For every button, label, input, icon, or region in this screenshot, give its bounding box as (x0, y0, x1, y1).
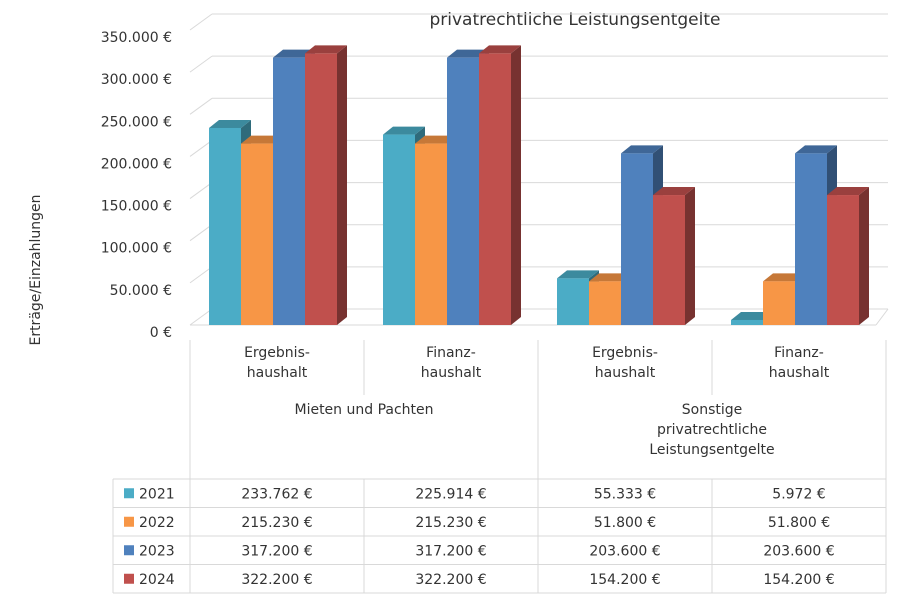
bar-top (795, 145, 837, 154)
bar-side (511, 45, 521, 325)
legend-swatch (124, 516, 134, 527)
legend-swatch (124, 545, 134, 556)
bar-front (557, 278, 589, 325)
table-value: 233.762 € (241, 486, 312, 502)
table-value: 51.800 € (768, 515, 830, 531)
bar-top (621, 145, 663, 154)
y-tick-label: 0 € (150, 325, 172, 341)
bar-top (305, 45, 347, 54)
group-label: Sonstige privatrechtliche Leistungsentge… (649, 402, 775, 458)
bar-front (589, 281, 621, 325)
bar-top (653, 187, 695, 196)
bar-top (557, 270, 599, 279)
category-label: Ergebnis- haushalt (244, 345, 310, 381)
table-value: 154.200 € (589, 572, 660, 588)
grid-line-depth (189, 55, 213, 73)
bar-side (685, 187, 695, 325)
bar-front (763, 281, 795, 325)
grid-line-depth (189, 308, 213, 326)
bar-front (241, 143, 273, 325)
legend-label: 2023 (139, 543, 175, 559)
grid-line-depth (189, 224, 213, 242)
bar-front (415, 143, 447, 325)
grid-line-depth (189, 140, 213, 157)
bar-side (859, 187, 869, 325)
y-tick-label: 150.000 € (101, 199, 172, 215)
table-value: 317.200 € (241, 543, 312, 559)
bar (305, 45, 347, 325)
bar-front (731, 319, 763, 325)
bar-top (241, 135, 283, 144)
table-value: 215.230 € (415, 515, 486, 531)
y-tick-label: 350.000 € (101, 30, 172, 46)
table-value: 154.200 € (763, 572, 834, 588)
bar-front (209, 127, 241, 325)
bar-front (383, 134, 415, 325)
table-value: 55.333 € (594, 486, 656, 502)
grid-line-depth (189, 13, 213, 31)
grid-line-depth (189, 97, 213, 115)
table-value: 203.600 € (589, 543, 660, 559)
legend-label: 2022 (139, 515, 175, 531)
group-label: Mieten und Pachten (294, 402, 434, 418)
bar-top (827, 187, 869, 196)
legend-swatch (124, 488, 134, 499)
table-value: 51.800 € (594, 515, 656, 531)
table-value: 225.914 € (415, 486, 486, 502)
bar-top (589, 273, 631, 282)
y-tick-label: 100.000 € (101, 241, 172, 257)
chart-title: privatrechtliche Leistungsentgelte (429, 10, 720, 30)
bar-top (415, 135, 457, 144)
bar (653, 187, 695, 325)
legend-label: 2024 (139, 572, 175, 588)
bar-top (383, 126, 425, 135)
bar (479, 45, 521, 325)
x-axis-depth (875, 308, 889, 326)
category-label: Finanz- haushalt (768, 345, 830, 381)
bar-top (209, 119, 251, 128)
y-tick-label: 250.000 € (101, 114, 172, 130)
legend-label: 2021 (139, 486, 175, 502)
bar-front (273, 57, 305, 325)
bar-front (447, 57, 479, 325)
bar-front (621, 153, 653, 325)
table-value: 322.200 € (241, 572, 312, 588)
bar-top (763, 273, 805, 282)
table-value: 322.200 € (415, 572, 486, 588)
bar-front (827, 195, 859, 325)
bar-front (795, 153, 827, 325)
bar-front (305, 53, 337, 325)
bar-top (731, 311, 773, 320)
bar-top (273, 49, 315, 58)
bar (827, 187, 869, 325)
y-tick-label: 200.000 € (101, 156, 172, 172)
bar-front (653, 195, 685, 325)
grid-line-depth (189, 266, 213, 284)
table-value: 5.972 € (772, 486, 825, 502)
y-axis-label: Erträge/Einzahlungen (28, 194, 44, 345)
bar-side (337, 45, 347, 325)
bar-front (479, 53, 511, 325)
bar-top (447, 49, 489, 58)
y-tick-label: 50.000 € (110, 283, 172, 299)
legend-swatch (124, 573, 134, 584)
y-tick-label: 300.000 € (101, 72, 172, 88)
category-label: Finanz- haushalt (420, 345, 482, 381)
grid-line-depth (189, 182, 213, 199)
table-value: 317.200 € (415, 543, 486, 559)
table-value: 203.600 € (763, 543, 834, 559)
category-label: Ergebnis- haushalt (592, 345, 658, 381)
table-value: 215.230 € (241, 515, 312, 531)
bar-top (479, 45, 521, 54)
